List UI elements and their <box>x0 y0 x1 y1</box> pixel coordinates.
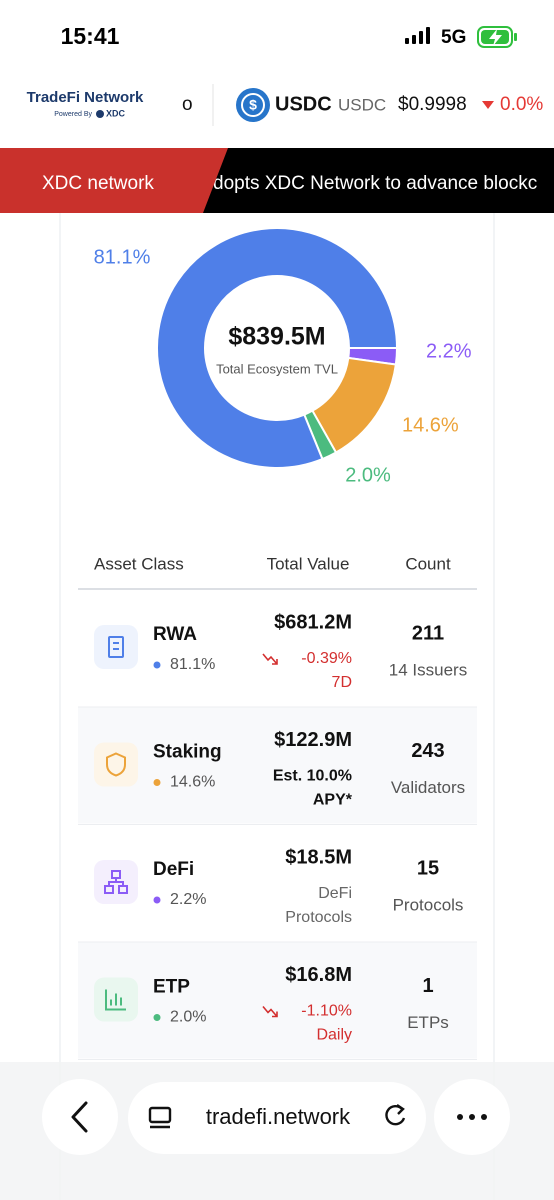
usdc-icon-ring <box>241 93 265 117</box>
more-icon <box>457 1114 487 1120</box>
asset-share: 81.1% <box>170 656 215 673</box>
banner-label: XDC network <box>42 173 154 194</box>
asset-name: RWA <box>153 624 197 645</box>
value-detail: -0.39% <box>301 650 352 667</box>
url-bar[interactable] <box>128 1082 426 1154</box>
header-cell: Total Value <box>267 554 350 573</box>
brand[interactable]: TradeFi Network <box>27 89 144 106</box>
count: 243 <box>411 740 444 762</box>
partner: XDC <box>106 108 126 118</box>
count: 211 <box>412 622 444 644</box>
center-value: $839.5M <box>228 323 325 351</box>
asset-share: 2.2% <box>170 891 206 908</box>
total-value: $122.9M <box>274 729 352 751</box>
count-label: Validators <box>391 778 465 797</box>
value-detail: Protocols <box>285 909 352 926</box>
value-detail: -1.10% <box>301 1003 352 1020</box>
asset-icon <box>94 742 138 787</box>
share-dot <box>153 779 161 786</box>
total-value: $18.5M <box>285 846 352 868</box>
asset-name: DeFi <box>153 859 194 880</box>
count-label: 14 Issuers <box>389 660 467 679</box>
partner-icon <box>96 110 104 118</box>
segment-label: 2.2% <box>426 340 472 362</box>
share-dot <box>153 661 161 669</box>
asset-share: 14.6% <box>170 774 215 791</box>
segment-label: 14.6% <box>402 414 459 436</box>
signal <box>405 27 430 44</box>
total-value: $16.8M <box>285 964 352 986</box>
down-arrow <box>482 101 494 109</box>
count-label: Protocols <box>393 895 464 914</box>
total-value: $681.2M <box>274 611 352 633</box>
count-label: ETPs <box>407 1013 449 1032</box>
asset-name: ETP <box>153 977 190 998</box>
asset-icon <box>94 625 138 669</box>
table-row <box>78 590 477 706</box>
trend-icon <box>262 1005 278 1018</box>
back-icon <box>71 1101 88 1133</box>
network: 5G <box>441 27 466 48</box>
back-button[interactable] <box>42 1079 118 1155</box>
battery <box>477 26 517 48</box>
center-label: Total Ecosystem TVL <box>216 361 338 376</box>
table-row <box>78 942 477 1059</box>
table-row <box>78 825 477 941</box>
banner-tag <box>0 148 228 213</box>
segment-label: 2.0% <box>345 464 391 486</box>
asset-share: 2.0% <box>170 1009 206 1026</box>
header-cell: Count <box>405 554 451 573</box>
tabs-icon <box>148 1106 172 1129</box>
value-detail: Daily <box>316 1027 352 1044</box>
icon-glyph <box>105 989 126 1011</box>
value-detail: DeFi <box>318 885 352 902</box>
value-detail: APY* <box>313 792 353 809</box>
table-row <box>78 707 477 824</box>
trend-icon <box>262 653 278 665</box>
ticker-price: $0.9998 <box>398 94 467 115</box>
share-dot <box>153 896 161 904</box>
ticker-symbol[interactable]: USDC <box>275 93 332 115</box>
url: tradefi.network <box>206 1104 351 1129</box>
usdc-icon-glyph: $ <box>249 97 257 113</box>
donut-segment <box>156 227 399 469</box>
count: 1 <box>422 975 433 997</box>
ticker-name: USDC <box>338 95 386 114</box>
usdc-icon <box>236 88 270 122</box>
reload-icon[interactable] <box>385 1104 406 1126</box>
table-rows: RWA 81.1% $681.2M -0.39% 7D 211 14 Issuers Stak… <box>78 590 477 1060</box>
segment-label: 81.1% <box>94 246 151 268</box>
icon-glyph <box>108 878 124 886</box>
icon-glyph <box>106 752 126 777</box>
asset-name: Staking <box>153 742 222 763</box>
header <box>0 70 554 148</box>
icon-glyph <box>108 636 124 658</box>
ticker-prev: o <box>182 94 193 115</box>
reload-arrow <box>396 1104 405 1115</box>
count: 15 <box>417 857 439 879</box>
powered-by: Powered By <box>54 111 92 118</box>
donut-chart: 2.2% 14.6% 2.0% 81.1% <box>94 227 472 486</box>
value-detail: 7D <box>332 674 352 691</box>
ticker-change: 0.0% <box>500 94 543 115</box>
time: 15:41 <box>61 23 120 49</box>
header-cell: Asset Class <box>94 554 184 573</box>
value-detail: Est. 10.0% <box>273 768 352 785</box>
banner-headline[interactable]: dopts XDC Network to advance blockc <box>213 173 537 194</box>
share-dot <box>153 1014 161 1021</box>
